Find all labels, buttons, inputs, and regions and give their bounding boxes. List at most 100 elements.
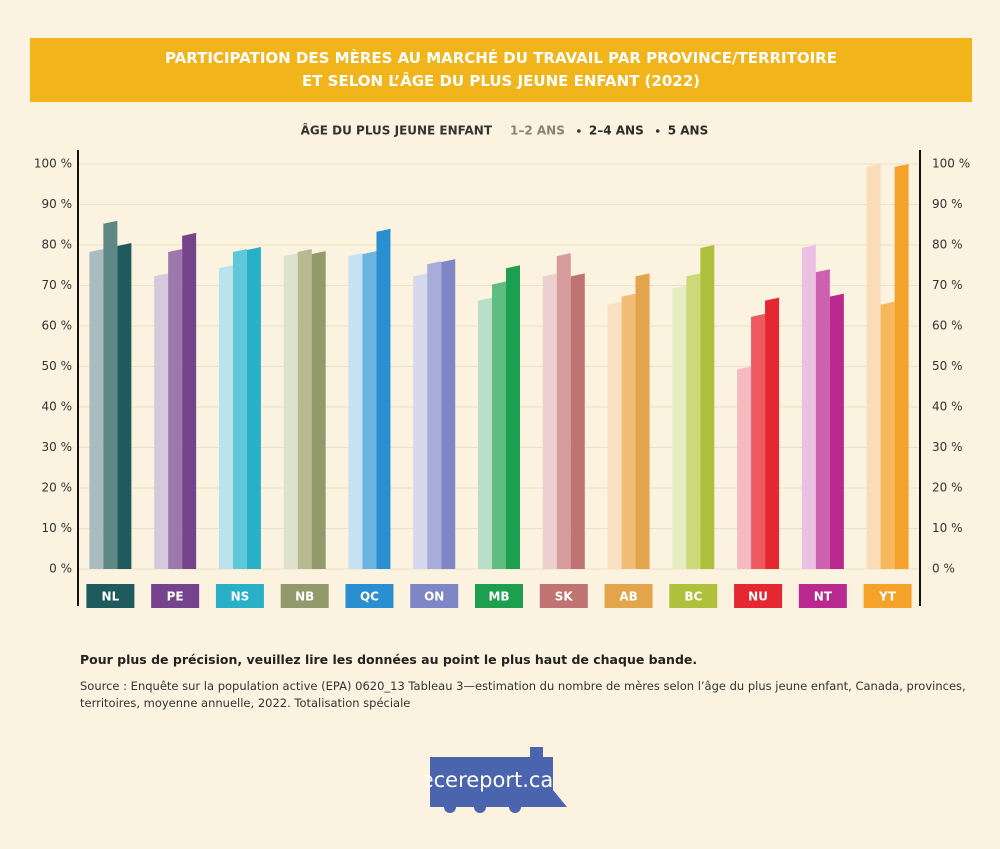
y-tick-label: 100 %: [34, 157, 72, 171]
title-line: PARTICIPATION DES MÈRES AU MARCHÉ DU TRA…: [165, 49, 837, 67]
bar: [492, 281, 506, 569]
y2-tick-label: 0 %: [932, 562, 955, 576]
y2-tick-label: 10 %: [932, 521, 963, 535]
y2-tick-label: 20 %: [932, 481, 963, 495]
bar: [311, 251, 326, 569]
category-box: [475, 584, 523, 608]
category-box: [345, 584, 394, 608]
x-tick-label: SK: [555, 590, 574, 604]
legend-dot: [577, 129, 581, 133]
legend-entry: 2–4 ANS: [589, 124, 644, 138]
y2-tick-label: 70 %: [932, 278, 963, 292]
x-tick-label: BC: [684, 590, 702, 604]
legend-dot: [655, 129, 660, 133]
x-tick-label: NL: [102, 590, 120, 604]
x-tick-label: NS: [231, 590, 250, 604]
y-tick-label: 90 %: [42, 197, 73, 211]
x-tick-label: QC: [360, 590, 379, 604]
note: Pour plus de précision, veuillez lire le…: [80, 652, 698, 667]
y-tick-label: 60 %: [42, 319, 73, 333]
y-tick-label: 0 %: [49, 562, 72, 576]
title-band: PARTICIPATION DES MÈRES AU MARCHÉ DU TRA…: [30, 38, 972, 102]
x-tick-label: MB: [488, 590, 509, 604]
bar: [218, 265, 233, 569]
y2-tick-label: 90 %: [932, 197, 963, 211]
x-tick-label: ON: [424, 590, 444, 604]
bar: [570, 273, 585, 569]
legend-entry: 1–2 ANS: [510, 124, 565, 138]
y-tick-label: 20 %: [42, 481, 73, 495]
category-box: [798, 584, 847, 608]
y2-tick-label: 100 %: [932, 157, 970, 171]
bar: [765, 297, 780, 569]
bar: [700, 245, 715, 569]
x-tick-label: NT: [814, 590, 833, 604]
y-tick-label: 50 %: [42, 359, 73, 373]
wheel: [509, 801, 521, 813]
legend-entry: 5 ANS: [668, 124, 709, 138]
bar: [168, 249, 183, 570]
x-tick-label: AB: [619, 590, 637, 604]
category-box: [151, 584, 200, 608]
source: Source : Enquête sur la population activ…: [80, 679, 966, 710]
x-tick-label: NB: [295, 590, 314, 604]
bar: [154, 273, 169, 569]
y2-tick-label: 50 %: [932, 359, 963, 373]
x-tick-label: YT: [878, 590, 897, 604]
bar: [829, 293, 844, 569]
y2-tick-label: 60 %: [932, 319, 963, 333]
y-tick-label: 30 %: [42, 440, 73, 454]
logo-text: ecereport.ca: [425, 768, 553, 792]
y2-tick-label: 30 %: [932, 440, 963, 454]
wheel: [444, 801, 456, 813]
bar: [635, 273, 650, 569]
bar: [103, 220, 118, 569]
bar: [427, 261, 442, 569]
legend-title: ÂGE DU PLUS JEUNE ENFANT: [301, 123, 493, 138]
bar: [246, 247, 261, 569]
x-tick-label: PE: [167, 590, 184, 604]
category-box: [215, 584, 264, 608]
y-tick-label: 10 %: [42, 521, 73, 535]
bar: [751, 313, 766, 569]
x-tick-label: NU: [748, 590, 768, 604]
category-box: [280, 584, 329, 608]
bar: [621, 293, 636, 569]
bar: [89, 249, 104, 570]
wheel: [474, 801, 486, 813]
bar: [607, 301, 622, 569]
category-box: [410, 584, 459, 608]
bar: [894, 164, 909, 569]
category-box: [86, 584, 135, 608]
bar: [413, 273, 428, 569]
title-line: ET SELON L’ÂGE DU PLUS JEUNE ENFANT (202…: [301, 72, 700, 90]
bar: [478, 297, 492, 569]
y-tick-label: 80 %: [42, 238, 73, 252]
y-tick-label: 70 %: [42, 278, 73, 292]
bar: [815, 269, 830, 569]
logo: ecereport.ca: [425, 747, 567, 813]
bar: [880, 301, 895, 569]
bar: [672, 285, 687, 569]
bar: [348, 253, 363, 569]
bar: [232, 249, 247, 570]
bar: [686, 273, 701, 569]
bar: [866, 164, 881, 569]
bar: [801, 245, 816, 569]
bar: [441, 259, 456, 569]
bar: [737, 366, 752, 569]
y2-tick-label: 80 %: [932, 238, 963, 252]
bar: [182, 232, 197, 569]
bar: [283, 253, 298, 569]
bar: [362, 251, 377, 569]
category-box: [863, 584, 912, 608]
bar: [117, 242, 132, 569]
bar: [506, 265, 520, 569]
category-box: [604, 584, 653, 608]
bar: [376, 228, 391, 570]
category-box: [539, 584, 588, 608]
category-box: [669, 584, 718, 608]
train-shape: [430, 747, 567, 807]
chart: ÂGE DU PLUS JEUNE ENFANT 1–2 ANS 2–4 ANS 5 …: [34, 123, 970, 608]
